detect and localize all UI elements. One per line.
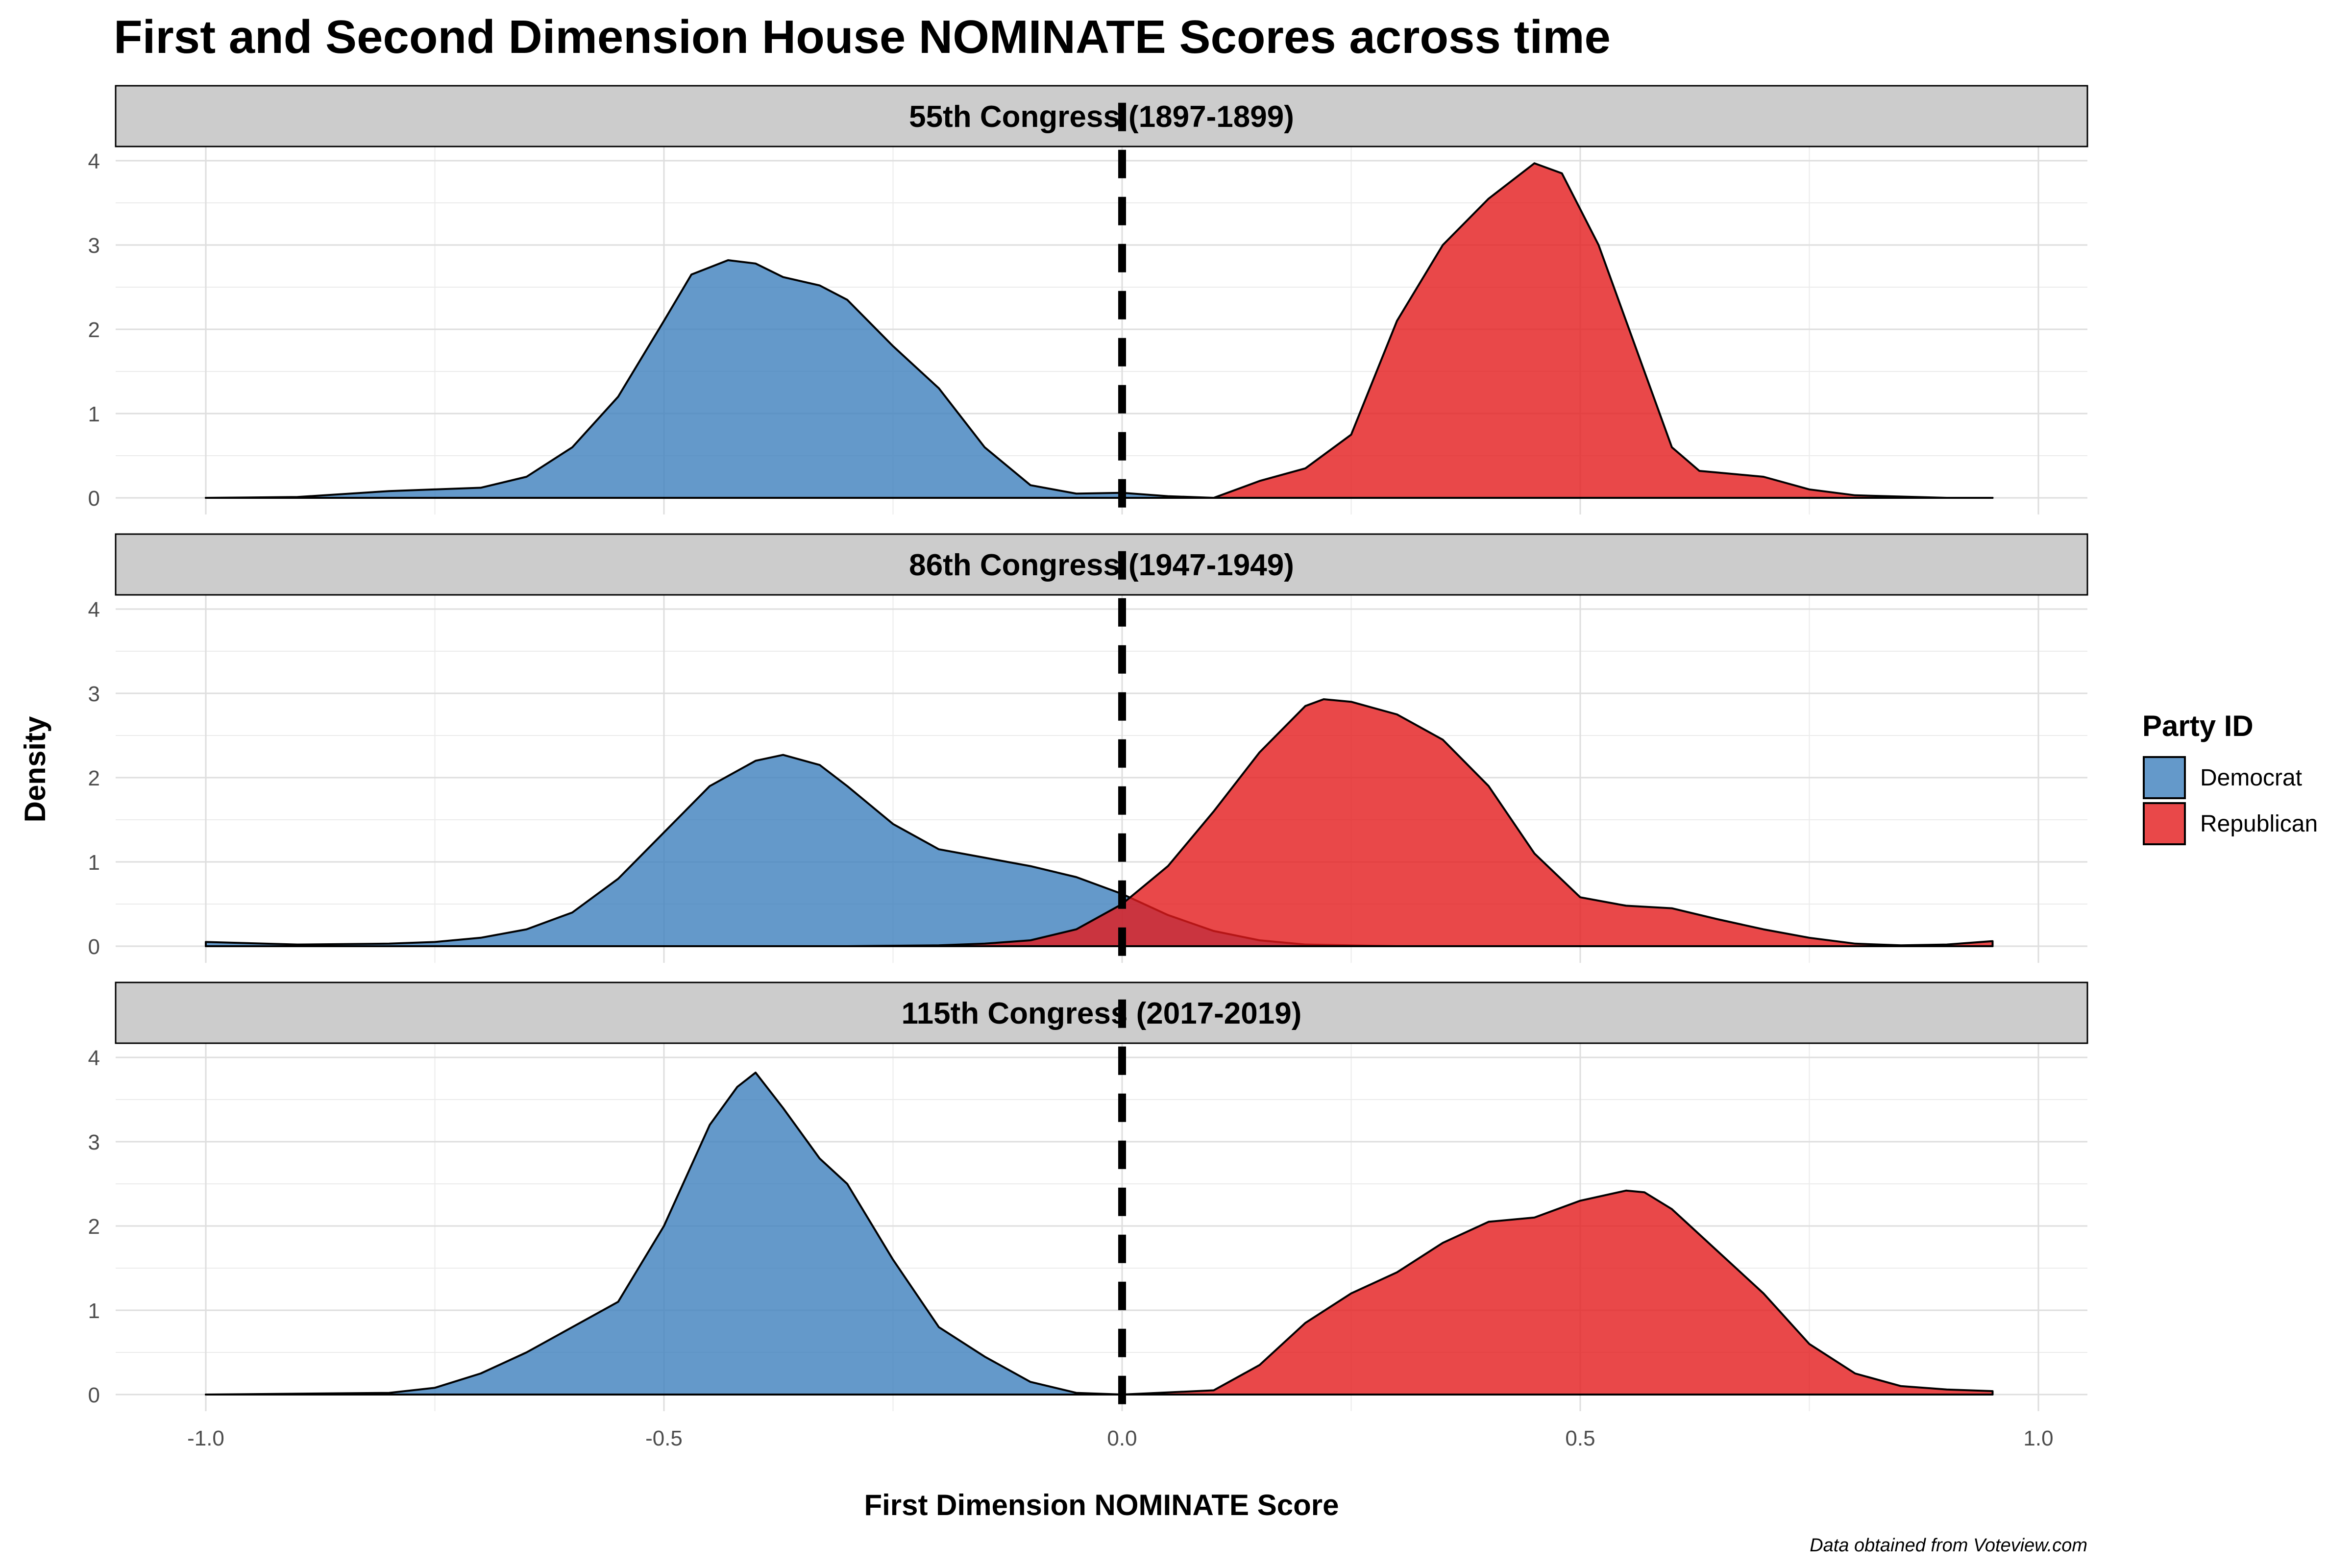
density-area-democrat xyxy=(205,1072,1994,1396)
x-tick-label: -0.5 xyxy=(645,1426,683,1450)
y-tick-label: 0 xyxy=(88,1383,100,1407)
legend-key-republican xyxy=(2143,802,2186,845)
x-tick-label: 0.0 xyxy=(1107,1426,1137,1450)
facet-strip-label: 86th Congress (1947-1949) xyxy=(909,548,1294,582)
x-tick-label: 0.5 xyxy=(1565,1426,1595,1450)
y-tick-label: 1 xyxy=(88,1299,100,1323)
caption: Data obtained from Voteview.com xyxy=(1810,1535,2087,1556)
y-tick-label: 4 xyxy=(88,1046,100,1070)
x-axis-title: First Dimension NOMINATE Score xyxy=(864,1489,1339,1521)
y-tick-label: 4 xyxy=(88,149,100,173)
legend: Party ID Democrat Republican xyxy=(2142,710,2318,845)
y-tick-label: 0 xyxy=(88,935,100,959)
legend-title: Party ID xyxy=(2142,710,2254,742)
panels: 0 1 2 3 4 55th Congress (1897-1899) 0 1 2 3 4 86th … xyxy=(88,85,2088,1411)
y-tick-label: 4 xyxy=(88,598,100,622)
x-tick-label: 1.0 xyxy=(2023,1426,2053,1450)
chart-title: First and Second Dimension House NOMINAT… xyxy=(114,11,1611,63)
y-tick-label: 0 xyxy=(88,487,100,511)
facet-strip-label: 115th Congress (2017-2019) xyxy=(902,997,1302,1030)
y-tick-label: 2 xyxy=(88,1215,100,1239)
density-area-republican xyxy=(205,1189,1994,1396)
y-axis-title: Density xyxy=(19,716,51,822)
y-tick-label: 2 xyxy=(88,766,100,790)
legend-label-democrat: Democrat xyxy=(2200,765,2302,791)
panel-2: 0 1 2 3 4 86th Congress (1947-1949) xyxy=(88,533,2088,963)
x-tick-label: -1.0 xyxy=(187,1426,224,1450)
x-axis: -1.0 -0.5 0.0 0.5 1.0 xyxy=(187,1426,2054,1450)
panel-3: 0 1 2 3 4 115th Congress (2017-2019) xyxy=(88,981,2088,1411)
y-tick-label: 3 xyxy=(88,682,100,706)
facet-strip xyxy=(115,981,2088,1044)
density-area-republican xyxy=(205,162,1994,499)
y-tick-label: 2 xyxy=(88,318,100,342)
y-tick-label: 3 xyxy=(88,234,100,258)
y-tick-label: 1 xyxy=(88,851,100,875)
facet-strip xyxy=(115,85,2088,147)
facet-strip xyxy=(115,533,2088,596)
legend-key-democrat xyxy=(2143,756,2186,799)
y-tick-label: 1 xyxy=(88,402,100,426)
density-area-republican xyxy=(205,698,1994,947)
legend-label-republican: Republican xyxy=(2200,811,2318,837)
y-tick-label: 3 xyxy=(88,1130,100,1154)
panel-1: 0 1 2 3 4 55th Congress (1897-1899) xyxy=(88,85,2088,514)
facet-strip-label: 55th Congress (1897-1899) xyxy=(909,100,1294,134)
